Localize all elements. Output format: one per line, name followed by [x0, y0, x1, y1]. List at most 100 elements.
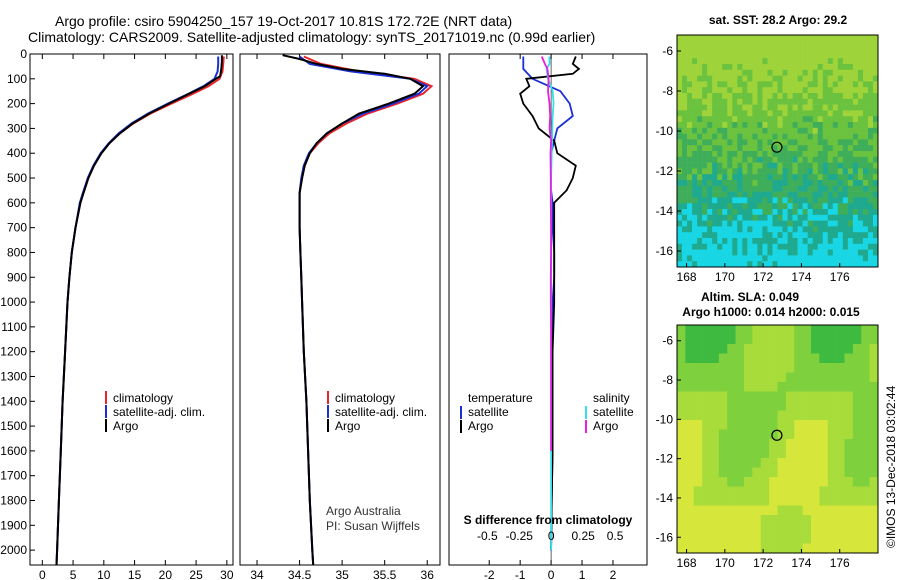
map-cell [812, 81, 818, 88]
map-cell [760, 391, 770, 402]
map-cell [812, 191, 818, 198]
map-cell [702, 127, 708, 134]
map-cell [827, 93, 834, 100]
map-cell [836, 486, 845, 497]
map-cell [710, 505, 720, 516]
map-cell [817, 162, 824, 169]
map-cell [752, 98, 758, 105]
map-cell [807, 35, 813, 42]
map-cell [802, 209, 808, 216]
map-cell [782, 203, 788, 210]
map-cell [802, 145, 808, 152]
map-cell [817, 116, 824, 123]
map-cell [685, 363, 695, 373]
map-cell [693, 534, 703, 544]
map-cell [817, 52, 824, 59]
map-cell [787, 127, 793, 134]
map-cell [693, 410, 703, 421]
map-cell [836, 458, 845, 468]
map-cell [712, 214, 718, 221]
map-cell [687, 214, 693, 221]
x-tick-label: 2 [610, 568, 617, 580]
map-cell [702, 325, 711, 335]
series-line-temperature-argo [519, 56, 581, 551]
map-cell [782, 40, 788, 47]
map-cell [767, 58, 773, 65]
map-cell [718, 429, 728, 440]
map-cell [707, 116, 713, 123]
map-cell [742, 75, 748, 82]
map-cell [844, 515, 854, 525]
map-cell [732, 214, 738, 221]
map-cell [812, 40, 818, 47]
map-cell [869, 534, 879, 544]
map-cell [862, 58, 869, 65]
map-cell [857, 35, 864, 42]
map-cell [677, 543, 686, 554]
map-cell [827, 81, 834, 88]
map-cell [682, 220, 688, 227]
map-cell [762, 52, 768, 59]
map-cell [707, 104, 713, 111]
map-cell [869, 448, 879, 459]
map-cell [832, 58, 839, 65]
map-cell [827, 458, 837, 468]
map-cell [727, 151, 733, 158]
map-cell [707, 243, 713, 250]
map-cell [861, 486, 870, 497]
map-cell [807, 238, 813, 245]
map-cell [677, 46, 683, 53]
map-cell [682, 197, 688, 204]
y-tick-label: 1800 [0, 494, 27, 508]
map-cell [767, 35, 773, 42]
map-cell [847, 162, 854, 169]
map-cell [737, 145, 743, 152]
map-cell [747, 75, 753, 82]
map-cell [777, 261, 783, 268]
map-cell [787, 52, 793, 59]
map-cell [717, 203, 723, 210]
legend-satellite: satellite-adj. clim. [335, 405, 427, 419]
credit-text: ©IMOS 13-Dec-2018 03:02:44 [884, 385, 898, 548]
map-cell [802, 505, 812, 516]
map-cell [772, 226, 778, 233]
map-cell [797, 156, 803, 163]
map-cell [861, 515, 870, 525]
map-cell [742, 203, 748, 210]
map-cell [872, 203, 879, 210]
map-cell [717, 104, 723, 111]
x-tick-label: 0 [548, 568, 555, 580]
map-cell [772, 185, 778, 192]
map-cell [782, 64, 788, 71]
map-cell [797, 249, 803, 256]
map-cell [727, 543, 736, 554]
map-cell [827, 162, 834, 169]
map-cell [762, 87, 768, 94]
map-cell [807, 209, 813, 216]
map-cell [819, 496, 829, 506]
map-cell [732, 145, 738, 152]
map-cell [792, 191, 798, 198]
map-cell [744, 448, 753, 459]
map-cell [822, 255, 829, 262]
map-cell [727, 486, 736, 497]
map-cell [687, 174, 693, 181]
map-cell [847, 98, 854, 105]
map-cell [732, 87, 738, 94]
map-cell [692, 191, 698, 198]
y-tick-label: -12 [656, 452, 674, 466]
map-cell [836, 391, 845, 402]
map-cell [817, 249, 824, 256]
map-cell [692, 81, 698, 88]
map-cell [692, 174, 698, 181]
sla-map-title-2: Argo h1000: 0.014 h2000: 0.015 [682, 305, 860, 319]
map-cell [735, 477, 745, 487]
map-cell [819, 344, 829, 354]
map-cell [742, 35, 748, 42]
map-cell [852, 391, 862, 402]
map-cell [710, 458, 720, 468]
map-cell [769, 467, 778, 478]
x-tick-label: 168 [677, 270, 697, 284]
map-cell [785, 448, 795, 459]
map-cell [802, 334, 812, 345]
